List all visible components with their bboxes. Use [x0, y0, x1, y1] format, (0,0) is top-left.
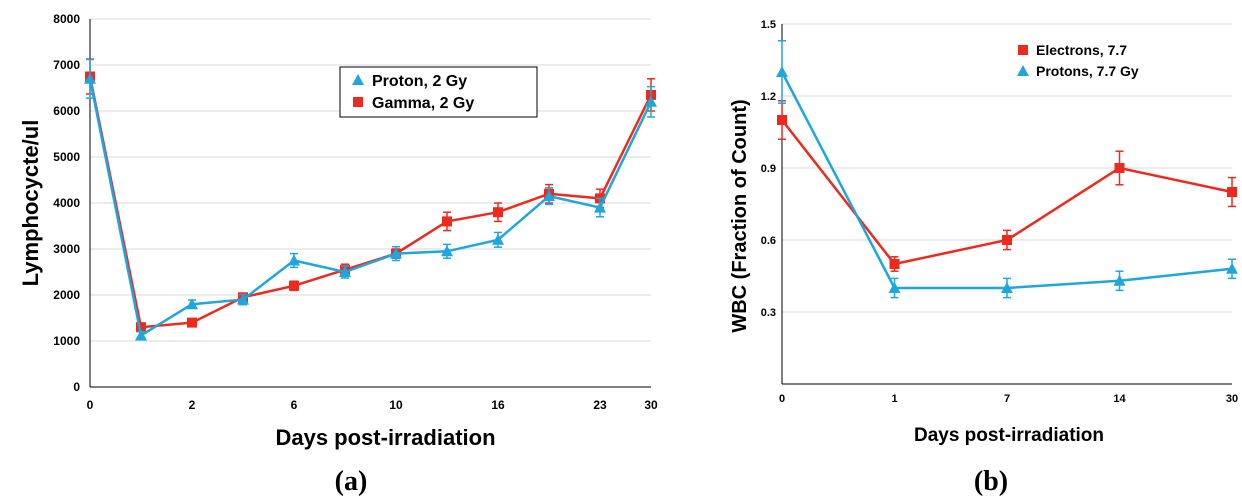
chart-panel-a: 0 1000 2000 3000 4000 5000 6000 7000 8000 0 2 6 10 16… [18, 12, 658, 497]
y-tick-label: 0 [73, 380, 80, 394]
legend-b: Electrons, 7.7 Protons, 7.7 Gy [1017, 42, 1139, 79]
x-tick-label: 14 [1113, 393, 1126, 405]
y-tick-label: 1.2 [761, 91, 776, 103]
y-tick-label: 8000 [53, 12, 80, 26]
x-axis-title: Days post-irradiation [914, 425, 1104, 446]
x-tick-label: 7 [1004, 393, 1010, 405]
series-proton [84, 58, 657, 341]
y-tick-label: 0.3 [761, 307, 776, 319]
data-point [543, 190, 555, 202]
legend-box [339, 66, 538, 118]
data-point [888, 282, 901, 293]
y-tick-label: 1000 [53, 334, 80, 348]
legend-label: Proton, 2 Gy [372, 73, 467, 90]
data-point [1001, 282, 1013, 293]
y-tick-label: 5000 [53, 150, 80, 164]
y-axis-title: Lymphocycte/ul [18, 120, 43, 287]
data-point [441, 245, 453, 257]
legend-marker [1017, 65, 1029, 76]
series-protons [776, 40, 1238, 299]
legend-label: Protons, 7.7 Gy [1036, 63, 1139, 79]
x-tick-label: 30 [644, 398, 658, 412]
x-tick-label: 0 [779, 393, 785, 405]
x-axis-title: Days post-irradiation [275, 425, 495, 450]
legend-marker [1018, 45, 1028, 55]
y-tick-label: 1.5 [761, 19, 776, 31]
data-point [390, 247, 402, 259]
data-point [84, 72, 96, 84]
data-point [186, 298, 198, 310]
series-electrons [777, 100, 1237, 272]
data-point [289, 280, 299, 291]
y-tick-label: 0.9 [761, 163, 776, 175]
chart-panel-b: 0.3 0.6 0.9 1.2 1.5 0 1 7 14 30 WBC (Fraction of C… [729, 19, 1238, 497]
data-point [136, 322, 146, 333]
series-line [780, 71, 1233, 290]
series-line [88, 78, 653, 338]
data-point [776, 66, 788, 77]
legend-marker [352, 74, 364, 85]
panel-label-a: (a) [335, 466, 368, 497]
y-tick-label: 3000 [53, 242, 80, 256]
data-point [777, 115, 787, 125]
y-tick-label: 7000 [53, 58, 80, 72]
data-point [1227, 187, 1237, 197]
panel-label-b: (b) [974, 466, 1008, 497]
y-tick-label: 6000 [53, 104, 80, 118]
data-point [237, 293, 249, 305]
x-tick-label: 10 [389, 398, 403, 412]
data-point [493, 207, 503, 218]
legend-label: Electrons, 7.7 [1036, 42, 1127, 58]
data-point [339, 266, 351, 277]
data-point [1002, 235, 1012, 245]
data-point [135, 329, 147, 341]
x-tick-label: 6 [291, 398, 298, 412]
y-tick-label: 0.6 [761, 235, 776, 247]
data-point [442, 216, 452, 227]
x-tick-label: 0 [87, 398, 94, 412]
data-point [1114, 163, 1125, 173]
x-tick-label: 30 [1226, 393, 1238, 405]
x-tick-label: 1 [891, 393, 897, 405]
x-tick-label: 16 [491, 398, 505, 412]
data-point [288, 254, 300, 266]
data-point [1226, 262, 1238, 274]
legend-marker [353, 97, 363, 107]
y-tick-label: 2000 [53, 288, 80, 302]
data-point [889, 259, 900, 269]
y-tick-label: 4000 [53, 196, 80, 210]
data-point [1113, 274, 1126, 286]
legend-a: Proton, 2 Gy Gamma, 2 Gy [339, 66, 538, 118]
x-tick-label: 2 [189, 398, 196, 412]
data-point [645, 95, 657, 107]
data-point [594, 201, 606, 213]
legend-label: Gamma, 2 Gy [372, 95, 474, 112]
x-tick-label: 23 [593, 398, 607, 412]
y-axis-title: WBC (Fraction of Count) [729, 99, 751, 332]
data-point [187, 317, 197, 328]
data-point [492, 233, 504, 245]
